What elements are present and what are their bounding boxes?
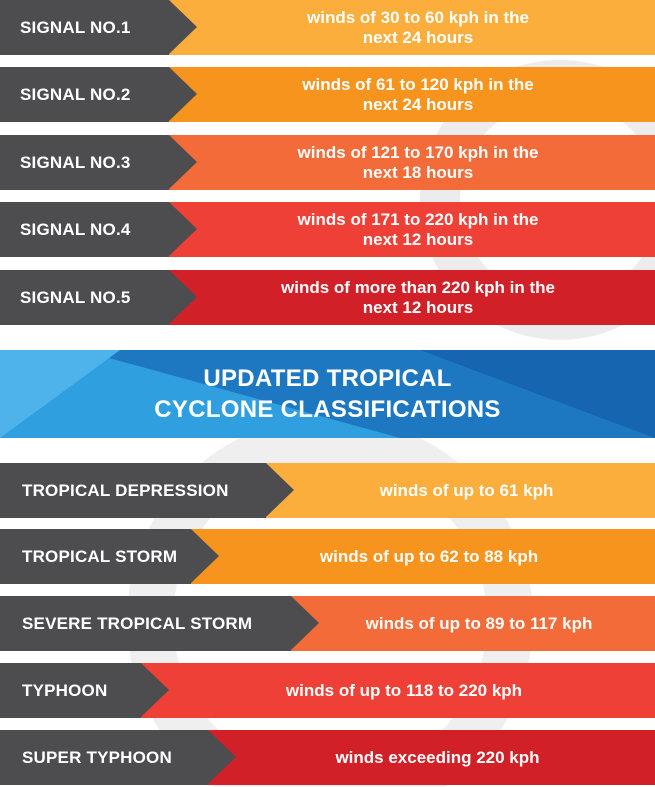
arrow-icon bbox=[169, 270, 197, 324]
arrow-icon bbox=[191, 529, 219, 583]
arrow-icon bbox=[169, 0, 197, 54]
signal-row-3: winds of 121 to 170 kph in the next 18 ho… bbox=[0, 135, 655, 190]
signal-label: SIGNAL NO.5 bbox=[0, 270, 169, 325]
classification-row-5: winds exceeding 220 kph SUPER TYPHOON bbox=[0, 730, 655, 785]
arrow-icon bbox=[141, 663, 169, 717]
classification-row-1: winds of up to 61 kph TROPICAL DEPRESSIO… bbox=[0, 463, 655, 518]
page-title: UPDATED TROPICAL CYCLONE CLASSIFICATIONS bbox=[154, 365, 501, 423]
arrow-icon bbox=[266, 463, 294, 517]
signal-description: winds of 121 to 170 kph in the next 18 ho… bbox=[169, 135, 655, 190]
signal-description: winds of 30 to 60 kph in the next 24 hour… bbox=[169, 0, 655, 55]
signal-row-2: winds of 61 to 120 kph in the next 24 hou… bbox=[0, 67, 655, 122]
classification-label: SUPER TYPHOON bbox=[0, 730, 208, 785]
signal-row-4: winds of 171 to 220 kph in the next 12 ho… bbox=[0, 202, 655, 257]
classification-label: SEVERE TROPICAL STORM bbox=[0, 596, 291, 651]
arrow-icon bbox=[208, 730, 236, 784]
classification-row-4: winds of up to 118 to 220 kph TYPHOON bbox=[0, 663, 655, 718]
signal-description: winds of 171 to 220 kph in the next 12 ho… bbox=[169, 202, 655, 257]
classification-description: winds of up to 89 to 117 kph bbox=[291, 596, 655, 651]
arrow-icon bbox=[169, 67, 197, 121]
classification-description: winds of up to 62 to 88 kph bbox=[191, 529, 655, 584]
signal-row-5: winds of more than 220 kph in the next 12… bbox=[0, 270, 655, 325]
classification-description: winds exceeding 220 kph bbox=[208, 730, 655, 785]
classification-label: TROPICAL DEPRESSION bbox=[0, 463, 266, 518]
arrow-icon bbox=[169, 202, 197, 256]
signal-description: winds of 61 to 120 kph in the next 24 hou… bbox=[169, 67, 655, 122]
classification-row-3: winds of up to 89 to 117 kph SEVERE TROP… bbox=[0, 596, 655, 651]
arrow-icon bbox=[291, 596, 319, 650]
classification-label: TROPICAL STORM bbox=[0, 529, 191, 584]
classification-row-2: winds of up to 62 to 88 kph TROPICAL STO… bbox=[0, 529, 655, 584]
classification-label: TYPHOON bbox=[0, 663, 141, 718]
signal-label: SIGNAL NO.3 bbox=[0, 135, 169, 190]
section-banner: UPDATED TROPICAL CYCLONE CLASSIFICATIONS bbox=[0, 350, 655, 438]
signal-description: winds of more than 220 kph in the next 12… bbox=[169, 270, 655, 325]
arrow-icon bbox=[169, 135, 197, 189]
classification-description: winds of up to 61 kph bbox=[266, 463, 655, 518]
signal-label: SIGNAL NO.1 bbox=[0, 0, 169, 55]
banner-background bbox=[0, 350, 655, 438]
classification-description: winds of up to 118 to 220 kph bbox=[141, 663, 655, 718]
signal-label: SIGNAL NO.2 bbox=[0, 67, 169, 122]
signal-row-1: winds of 30 to 60 kph in the next 24 hour… bbox=[0, 0, 655, 55]
signal-label: SIGNAL NO.4 bbox=[0, 202, 169, 257]
